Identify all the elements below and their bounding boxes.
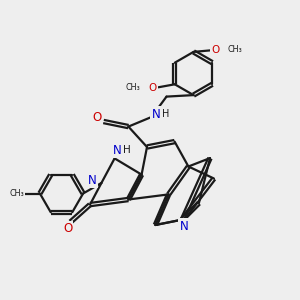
Text: CH₃: CH₃: [125, 83, 140, 92]
Text: CH₃: CH₃: [9, 189, 24, 198]
Text: N: N: [88, 174, 97, 187]
Text: CH₃: CH₃: [228, 45, 243, 54]
Text: O: O: [63, 222, 72, 235]
Text: O: O: [149, 83, 157, 93]
Text: N: N: [152, 107, 160, 121]
Text: N: N: [179, 220, 188, 233]
Text: O: O: [211, 45, 220, 55]
Text: H: H: [123, 145, 131, 155]
Text: H: H: [162, 109, 169, 119]
Text: O: O: [92, 111, 101, 124]
Text: N: N: [113, 143, 122, 157]
